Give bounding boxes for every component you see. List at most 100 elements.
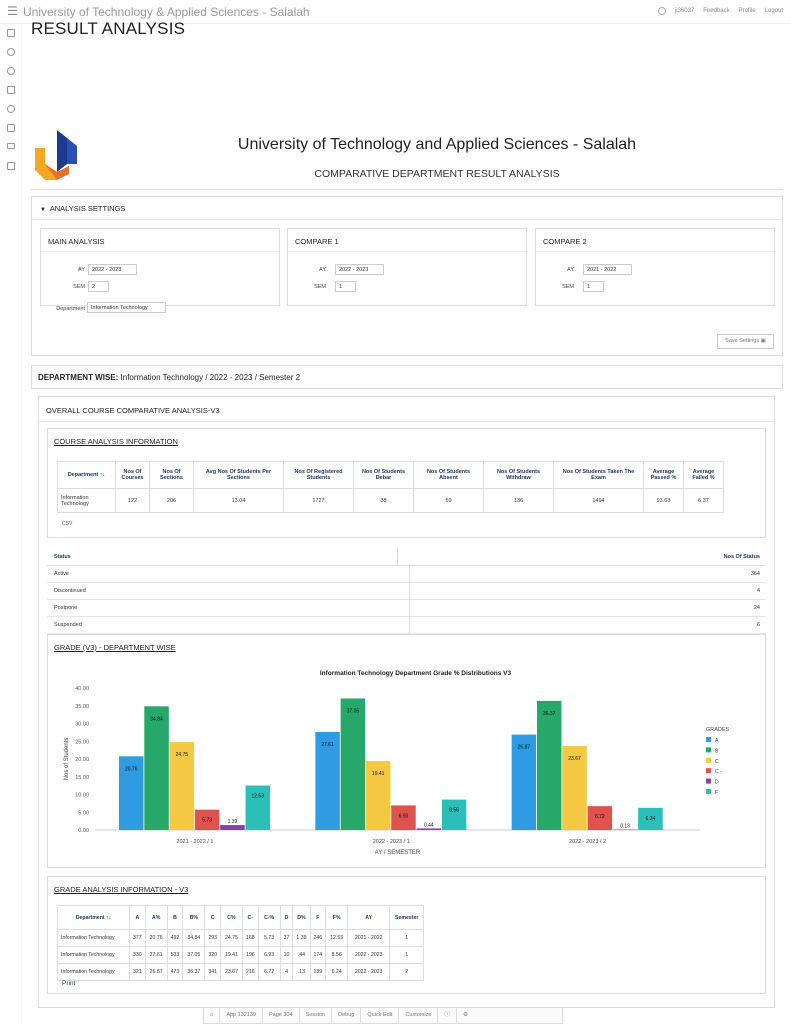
hamburger-menu-icon[interactable]: ☰	[7, 4, 18, 18]
analysis-settings-toggle[interactable]: ▼ ANALYSIS SETTINGS	[40, 204, 125, 213]
grade-cell: 473	[166, 963, 184, 981]
side-nav	[0, 24, 22, 1024]
grade-cell: 246	[309, 929, 327, 947]
session-button[interactable]: Session	[300, 1007, 333, 1024]
status-column-header[interactable]: Status	[54, 554, 71, 560]
status-count-header[interactable]: Nos Of Status	[723, 554, 760, 560]
legend-swatch	[706, 757, 711, 763]
main-ay-label: AY	[78, 267, 85, 273]
bar-value-label: 5.73	[202, 818, 212, 824]
group-icon[interactable]	[7, 105, 15, 113]
course-col-header: Nos Of Registered Students	[283, 461, 354, 489]
grade-cell: 26.87	[144, 963, 168, 981]
compare2-panel: COMPARE 2 AY 2021 - 2022 SEM 1	[535, 228, 775, 306]
grade-cell: 321	[129, 963, 146, 981]
grade-cell: 1	[389, 946, 425, 964]
user-name[interactable]: ji36037	[674, 8, 695, 14]
home-icon[interactable]	[7, 29, 15, 37]
grade-col-header: B%	[182, 905, 206, 930]
compare2-ay-label: AY	[567, 267, 574, 273]
grade-table-row: Information Technology 330 27.61 533 37.05 32…	[57, 946, 425, 964]
profile-link[interactable]: Profile	[738, 8, 756, 14]
legend-swatch	[706, 789, 711, 794]
grade-cell: 341	[204, 963, 221, 981]
document-search-icon[interactable]	[7, 124, 15, 132]
analysis-settings-panel: ▼ ANALYSIS SETTINGS MAIN ANALYSIS AY 202…	[31, 196, 783, 356]
logout-link[interactable]: Logout	[764, 8, 783, 14]
grade-col-header: A	[129, 905, 146, 930]
main-ay-select[interactable]: 2022 - 2023	[88, 264, 137, 275]
y-axis-label: Nos of Students	[64, 738, 70, 781]
clipboard-icon[interactable]	[7, 86, 15, 94]
user-edit-icon[interactable]	[7, 67, 15, 75]
grade-table-row: Information Technology 377 20.76 492 34.84 29…	[57, 929, 425, 947]
user-nav-icon[interactable]	[7, 48, 15, 56]
university-logo	[35, 130, 77, 180]
course-col-header: Average Failed %	[683, 461, 724, 489]
customize-button[interactable]: Customize	[399, 1007, 439, 1024]
save-settings-button[interactable]: Save Settings ▣	[717, 334, 774, 349]
course-cell: 93.63	[643, 488, 684, 513]
app-title[interactable]: University of Technology & Applied Scien…	[23, 5, 310, 19]
compare2-sem-select[interactable]: 1	[583, 281, 604, 292]
bar-value-label: 27.61	[321, 742, 334, 748]
compare2-ay-select[interactable]: 2021 - 2022	[583, 264, 632, 275]
compare1-sem-select[interactable]: 1	[335, 281, 356, 292]
csv-link[interactable]: CSV	[62, 521, 73, 527]
bar-b-2	[536, 700, 562, 830]
bar-c--0	[194, 809, 220, 830]
grade-cell: 533	[166, 946, 184, 964]
status-name: Active	[54, 571, 69, 577]
grade-cell: 20.76	[144, 929, 168, 947]
grade-cell: .44	[292, 946, 311, 964]
app-id-button[interactable]: App 132139	[220, 1007, 263, 1024]
legend-swatch	[706, 737, 711, 742]
y-tick-label: 15.00	[75, 775, 89, 781]
x-tick-label: 2022 - 2023 / 1	[373, 839, 410, 845]
grade-cell: 19.41	[219, 946, 243, 964]
debug-button[interactable]: Debug	[332, 1007, 362, 1024]
grade-col-header[interactable]: Department ↑↓	[57, 905, 130, 930]
department-wise-text: DEPARTMENT WISE: Information Technology …	[38, 373, 300, 382]
bar-value-label: 23.67	[568, 756, 581, 762]
grade-cell: 6.72	[257, 963, 281, 981]
status-count: 4	[756, 588, 760, 594]
main-sem-select[interactable]: 2	[88, 281, 109, 292]
chart-icon[interactable]	[7, 143, 15, 149]
main-department-select[interactable]: Information Technology	[87, 302, 166, 313]
analysis-settings-heading: ANALYSIS SETTINGS	[49, 204, 126, 213]
bar-c-1	[365, 761, 391, 830]
course-cell: Information Technology	[57, 488, 116, 513]
page-id-button[interactable]: Page 304	[263, 1007, 300, 1024]
bar-value-label: 6.72	[595, 814, 605, 820]
home-toolbar-icon[interactable]: ⌂	[204, 1007, 221, 1024]
grade-cell: Information Technology	[57, 929, 130, 947]
status-row: Postpone 24	[47, 600, 766, 617]
feedback-link[interactable]: Feedback	[703, 8, 730, 14]
course-col-header: Nos Of Students Withdraw	[483, 461, 554, 489]
course-cell: 59	[413, 488, 484, 513]
grade-col-header: C-	[241, 905, 259, 930]
main-analysis-title: MAIN ANALYSIS	[48, 237, 105, 246]
grade-cell: 2022 - 2023	[347, 946, 391, 964]
grade-cell: 8.56	[325, 946, 349, 964]
status-row: Active 364	[47, 566, 766, 583]
legend-swatch	[706, 778, 711, 784]
compare1-ay-select[interactable]: 2022 - 2023	[335, 264, 384, 275]
file-icon[interactable]	[7, 162, 15, 170]
quick-edit-button[interactable]: Quick Edit	[361, 1007, 400, 1024]
grade-cell: 168	[241, 929, 259, 947]
info-icon[interactable]: ⓘ	[438, 1007, 457, 1024]
bar-value-label: 0.13	[620, 824, 630, 830]
grade-chart-section-title: GRADE (V3) - DEPARTMENT WISE	[54, 643, 176, 652]
legend-swatch	[706, 768, 711, 774]
grade-col-header: D	[279, 905, 294, 930]
course-col-header[interactable]: Department ↑↓	[57, 461, 116, 489]
department-wise-label: DEPARTMENT WISE:	[38, 373, 119, 382]
settings-gear-icon[interactable]: ⚙	[462, 1012, 468, 1018]
y-tick-label: 35.00	[75, 704, 89, 710]
grade-col-header: B	[166, 905, 184, 930]
print-link[interactable]: Print	[62, 980, 76, 987]
status-name: Discontinued	[54, 588, 86, 594]
grade-distribution-chart: Information Technology Department Grade …	[64, 670, 730, 856]
